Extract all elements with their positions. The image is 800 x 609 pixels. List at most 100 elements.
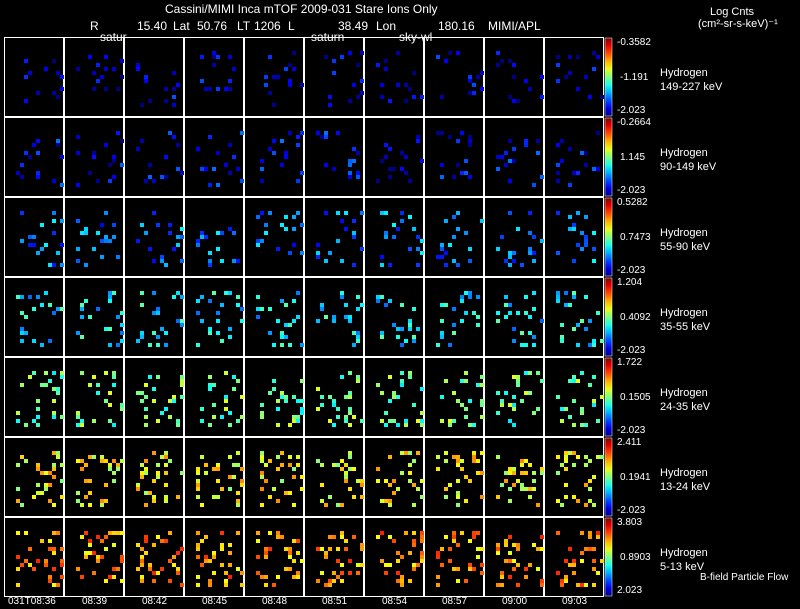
image-cell-frame <box>424 277 484 357</box>
image-cell-pixels <box>436 291 480 347</box>
image-cell-pixels <box>16 531 64 587</box>
colorbar-mid-label: 1.145 <box>620 152 646 163</box>
image-cell-pixels <box>440 371 484 427</box>
image-cell-frame <box>64 517 124 597</box>
colorbar-min-label: -2.023 <box>617 505 646 516</box>
image-cell-pixels <box>200 371 244 427</box>
image-cell-pixels <box>324 51 364 107</box>
image-cell-pixels <box>376 371 424 427</box>
image-cell-pixels <box>76 211 120 267</box>
target-label-satur: satur <box>100 30 127 44</box>
colorbar <box>604 517 613 597</box>
image-cell-frame <box>304 357 364 437</box>
image-cell-pixels <box>316 211 364 267</box>
image-cell-frame <box>544 117 604 197</box>
image-cell-pixels <box>316 131 360 179</box>
image-cell-frame <box>244 357 304 437</box>
image-cell-frame <box>484 197 544 277</box>
image-cell-pixels <box>436 131 472 179</box>
image-cell-frame <box>544 437 604 517</box>
image-cell-pixels <box>196 227 240 267</box>
time-axis-label: 09:03 <box>562 596 588 607</box>
colorbar-title-line1: Log Cnts <box>710 6 755 18</box>
time-axis-label: 031T08:36 <box>8 596 56 607</box>
image-cell-pixels <box>556 211 596 263</box>
image-cell-pixels <box>136 291 184 347</box>
energy-range-label: 35-55 keV <box>660 321 711 333</box>
image-cell-frame <box>64 117 124 197</box>
image-cell-pixels <box>196 531 244 587</box>
image-cell-frame <box>424 37 484 117</box>
image-cell-frame <box>304 117 364 197</box>
image-cell-pixels <box>196 131 244 187</box>
image-cell-pixels <box>24 59 64 103</box>
energy-range-label: 55-90 keV <box>660 241 711 253</box>
image-cell-pixels <box>376 451 424 507</box>
image-cell-pixels <box>76 371 124 427</box>
image-cell-pixels <box>380 211 424 267</box>
image-cell-frame <box>544 277 604 357</box>
lt-label: LT <box>237 19 251 33</box>
image-cell-pixels <box>136 211 184 267</box>
image-cell-frame <box>364 117 424 197</box>
colorbar-mid-label: 0.1505 <box>620 392 651 403</box>
image-cell-pixels <box>316 531 364 587</box>
energy-range-label: 24-35 keV <box>660 401 711 413</box>
image-cell-frame <box>244 197 304 277</box>
lat-label: Lat <box>173 19 190 33</box>
colorbar-min-label: -2.023 <box>617 265 646 276</box>
image-cell-frame <box>424 357 484 437</box>
image-cell-frame <box>364 37 424 117</box>
colorbar-mid-label: 0.8903 <box>620 552 651 563</box>
image-cell-frame <box>244 117 304 197</box>
lon-value: 180.16 <box>438 19 475 33</box>
image-cell-frame <box>544 37 604 117</box>
time-axis-label: 08:39 <box>82 596 108 607</box>
image-cell-frame <box>124 117 184 197</box>
colorbar-mid-label: -1.191 <box>620 72 649 83</box>
image-cell-frame <box>184 37 244 117</box>
image-cell-frame <box>64 37 124 117</box>
image-cell-pixels <box>260 451 304 507</box>
l-value: 38.49 <box>338 19 369 33</box>
colorbar <box>604 117 613 197</box>
image-cell-frame <box>4 277 64 357</box>
image-cell-pixels <box>556 131 600 187</box>
colorbar <box>604 357 613 437</box>
image-cell-pixels <box>436 51 484 99</box>
image-cell-frame <box>4 37 64 117</box>
image-cell-pixels <box>256 291 304 347</box>
image-cell-frame <box>4 517 64 597</box>
image-cell-pixels <box>136 63 180 107</box>
image-cell-pixels <box>496 211 544 267</box>
image-cell-pixels <box>556 451 604 507</box>
image-cell-frame <box>244 517 304 597</box>
image-cell-pixels <box>264 51 304 107</box>
r-label: R <box>90 19 99 33</box>
image-cell-frame <box>544 197 604 277</box>
image-cell-pixels <box>496 291 544 347</box>
image-cell-pixels <box>196 291 244 347</box>
image-cell-frame <box>364 437 424 517</box>
colorbar <box>604 197 613 277</box>
image-cell-pixels <box>376 531 424 587</box>
colorbar-max-label: -0.3582 <box>617 37 651 48</box>
image-cell-frame <box>484 277 544 357</box>
image-cell-frame <box>244 37 304 117</box>
image-cell-frame <box>64 437 124 517</box>
image-cell-frame <box>484 357 544 437</box>
colorbar-title-line2: (cm²-sr-s-keV)⁻¹ <box>698 18 778 30</box>
image-cell-frame <box>484 117 544 197</box>
image-cell-frame <box>304 517 364 597</box>
species-label: Hydrogen <box>660 547 708 559</box>
image-cell-pixels <box>16 451 64 507</box>
image-cell-pixels <box>496 455 544 507</box>
image-cell-pixels <box>256 531 304 587</box>
image-cell-frame <box>64 277 124 357</box>
image-cell-pixels <box>200 51 236 91</box>
energy-range-label: 90-149 keV <box>660 161 717 173</box>
species-label: Hydrogen <box>660 387 708 399</box>
image-cell-pixels <box>376 135 424 183</box>
image-cell-frame <box>484 517 544 597</box>
credit-label: MIMI/APL <box>488 19 541 33</box>
